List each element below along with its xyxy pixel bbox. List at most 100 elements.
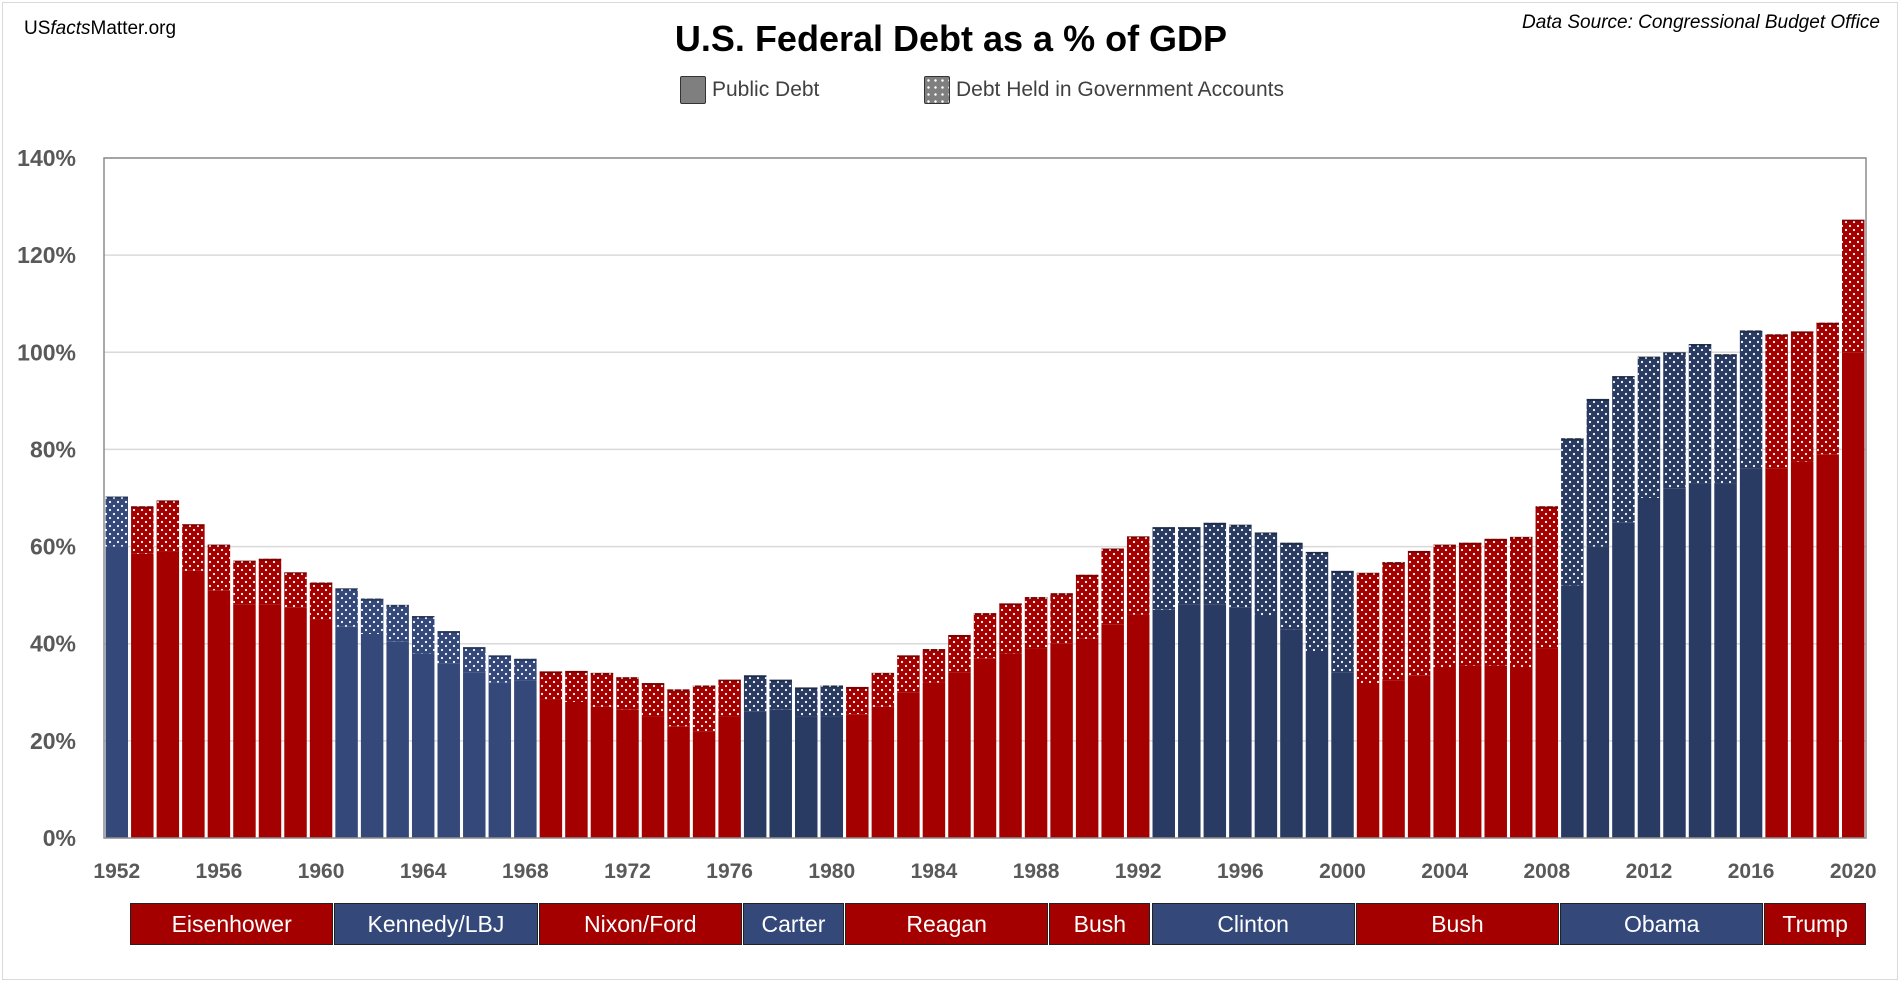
bar-top-edge <box>897 655 920 658</box>
bar-top-edge <box>411 616 435 619</box>
public-debt-bar <box>1816 454 1839 838</box>
public-debt-bar <box>1407 675 1431 838</box>
bar-1978 <box>769 679 792 838</box>
public-debt-bar <box>1254 617 1278 838</box>
bar-1989 <box>1050 593 1073 838</box>
bar-top-edge <box>1612 376 1635 379</box>
public-debt-bar <box>1561 585 1584 838</box>
public-debt-bar <box>207 590 231 838</box>
president-term-box: Bush <box>1355 903 1560 945</box>
bar-top-edge <box>1816 322 1839 325</box>
bar-top-edge <box>105 496 129 499</box>
gov-accounts-dots <box>820 685 844 717</box>
gov-accounts-dots <box>156 500 180 552</box>
public-debt-bar <box>335 626 358 838</box>
bar-1963 <box>386 604 409 838</box>
public-debt-bar <box>973 658 997 838</box>
bar-series <box>105 219 1865 838</box>
public-debt-bar <box>743 711 767 838</box>
bar-1975 <box>692 685 716 838</box>
public-debt-bar <box>1663 488 1686 838</box>
public-debt-bar <box>820 716 844 838</box>
bar-2011 <box>1612 376 1635 838</box>
gov-accounts-dots <box>590 672 614 707</box>
bar-2009 <box>1561 438 1584 838</box>
bar-top-edge <box>1484 538 1507 541</box>
public-debt-bar <box>1510 668 1533 838</box>
public-debt-bar <box>182 570 205 838</box>
bar-top-edge <box>1765 334 1788 337</box>
bar-top-edge <box>1075 574 1099 577</box>
public-debt-bar <box>514 680 537 838</box>
bar-top-edge <box>463 647 486 650</box>
public-debt-bar <box>897 692 920 838</box>
public-debt-bar <box>922 682 946 838</box>
bar-top-edge <box>871 672 895 675</box>
bar-1961 <box>335 588 358 838</box>
gov-accounts-dots <box>1739 330 1763 469</box>
bar-2013 <box>1663 352 1686 838</box>
gov-accounts-dots <box>1433 544 1456 668</box>
gov-accounts-dots <box>846 686 869 715</box>
gov-accounts-dots <box>411 616 435 654</box>
bar-top-edge <box>948 634 971 637</box>
bar-2012 <box>1637 356 1661 838</box>
bar-2017 <box>1765 334 1788 838</box>
bar-1971 <box>590 672 614 838</box>
bar-top-edge <box>718 679 741 682</box>
site-watermark: USfactsMatter.org <box>24 18 177 39</box>
gov-accounts-dots <box>233 560 256 605</box>
gov-accounts-dots <box>1586 398 1610 547</box>
x-tick-label: 1996 <box>1217 860 1264 883</box>
public-debt-bar <box>795 716 818 838</box>
legend-public-debt-label: Public Debt <box>712 78 820 101</box>
president-term-box: Clinton <box>1151 903 1355 945</box>
public-debt-bar <box>1637 498 1661 838</box>
public-debt-bar <box>846 714 869 838</box>
bar-1997 <box>1254 532 1278 838</box>
legend-solid-swatch <box>680 76 706 104</box>
gov-accounts-dots <box>360 598 384 634</box>
gov-accounts-dots <box>539 671 563 700</box>
bar-2002 <box>1382 562 1405 838</box>
gov-accounts-dots <box>667 689 690 727</box>
bar-top-edge <box>1637 356 1661 359</box>
bar-top-edge <box>1458 542 1482 545</box>
bar-1976 <box>718 679 741 838</box>
y-tick-label: 20% <box>30 728 76 754</box>
bar-1965 <box>437 631 460 838</box>
bar-top-edge <box>590 672 614 675</box>
bar-top-edge <box>692 685 716 688</box>
gov-accounts-dots <box>641 683 665 717</box>
bar-1983 <box>897 655 920 838</box>
bar-top-edge <box>258 558 282 561</box>
bar-1979 <box>795 687 818 838</box>
public-debt-bar <box>1612 522 1635 838</box>
bar-top-edge <box>1305 551 1329 554</box>
gov-accounts-dots <box>718 679 741 717</box>
bar-top-edge <box>1586 398 1610 401</box>
bar-top-edge <box>1126 536 1150 539</box>
bar-1980 <box>820 685 844 838</box>
gov-accounts-dots <box>1714 354 1737 484</box>
bar-top-edge <box>1178 527 1201 530</box>
gov-accounts-dots <box>743 675 767 712</box>
bar-1958 <box>258 558 282 838</box>
gov-accounts-dots <box>769 679 792 710</box>
bar-2003 <box>1407 550 1431 838</box>
chart-title: U.S. Federal Debt as a % of GDP <box>674 18 1228 59</box>
public-debt-bar <box>284 607 307 838</box>
bar-2005 <box>1458 542 1482 838</box>
chart-legend: Public Debt Debt Held in Government Acco… <box>0 76 1902 110</box>
public-debt-bar <box>616 709 639 838</box>
y-tick-label: 120% <box>17 242 76 268</box>
gov-accounts-dots <box>335 588 358 627</box>
public-debt-bar <box>386 641 409 838</box>
gov-accounts-dots <box>1126 536 1150 615</box>
bar-1999 <box>1305 551 1329 838</box>
bar-2016 <box>1739 330 1763 838</box>
public-debt-bar <box>1535 648 1559 838</box>
gov-accounts-dots <box>1382 562 1405 681</box>
public-debt-bar <box>1433 668 1456 838</box>
bar-1956 <box>207 544 231 838</box>
